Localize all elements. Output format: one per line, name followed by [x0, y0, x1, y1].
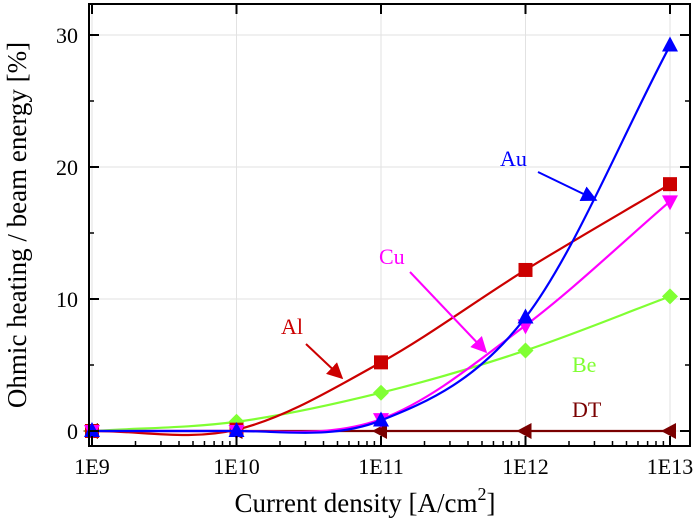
data-point-al: [663, 177, 677, 192]
annotations: Au Al Cu Be DT: [281, 146, 602, 422]
y-tick-label: 20: [56, 155, 78, 180]
label-arrow-au: [537, 171, 598, 201]
x-tick-label: 1E10: [213, 454, 259, 479]
series-label-au: Au: [500, 146, 527, 171]
data-point-dt: [516, 423, 532, 439]
data-point-al: [374, 355, 388, 370]
x-axis: 1E9 1E10 1E11 1E12 1E13: [74, 4, 693, 479]
plot-background: [89, 4, 690, 446]
y-tick-label: 30: [56, 23, 78, 48]
data-point-au: [228, 422, 245, 437]
x-axis-title-end: ]: [486, 488, 495, 518]
series-label-cu: Cu: [379, 244, 405, 269]
data-point-au: [517, 308, 534, 324]
data-point-au: [373, 411, 389, 427]
data-point-be: [517, 342, 534, 359]
data-point-dt: [372, 423, 387, 439]
label-arrow-cu: [409, 271, 488, 354]
x-tick-label: 1E9: [74, 454, 109, 479]
series-group: [83, 36, 678, 440]
y-tick-label: 0: [67, 419, 78, 444]
x-tick-label: 1E11: [358, 454, 404, 479]
data-point-be: [662, 288, 678, 305]
x-axis-title: Current density [A/cm2]: [235, 484, 496, 518]
series-label-dt: DT: [572, 397, 602, 422]
data-point-be: [373, 384, 389, 401]
data-point-au: [662, 36, 678, 52]
y-axis-title: Ohmic heating / beam energy [%]: [2, 42, 32, 408]
series-label-be: Be: [572, 352, 596, 377]
series-au: [84, 36, 678, 437]
data-point-dt: [661, 423, 676, 439]
y-tick-label: 10: [56, 287, 78, 312]
y-axis: 0 10 20 30: [56, 23, 690, 444]
data-point-al: [518, 262, 533, 277]
series-line-au: [92, 45, 671, 434]
x-tick-label: 1E13: [647, 454, 693, 479]
x-axis-title-superscript: 2: [477, 484, 486, 504]
x-tick-label: 1E12: [502, 454, 548, 479]
plot-frame: [88, 3, 691, 447]
label-arrow-al: [305, 343, 344, 380]
data-point-cu: [662, 195, 678, 211]
series-label-al: Al: [281, 314, 303, 339]
